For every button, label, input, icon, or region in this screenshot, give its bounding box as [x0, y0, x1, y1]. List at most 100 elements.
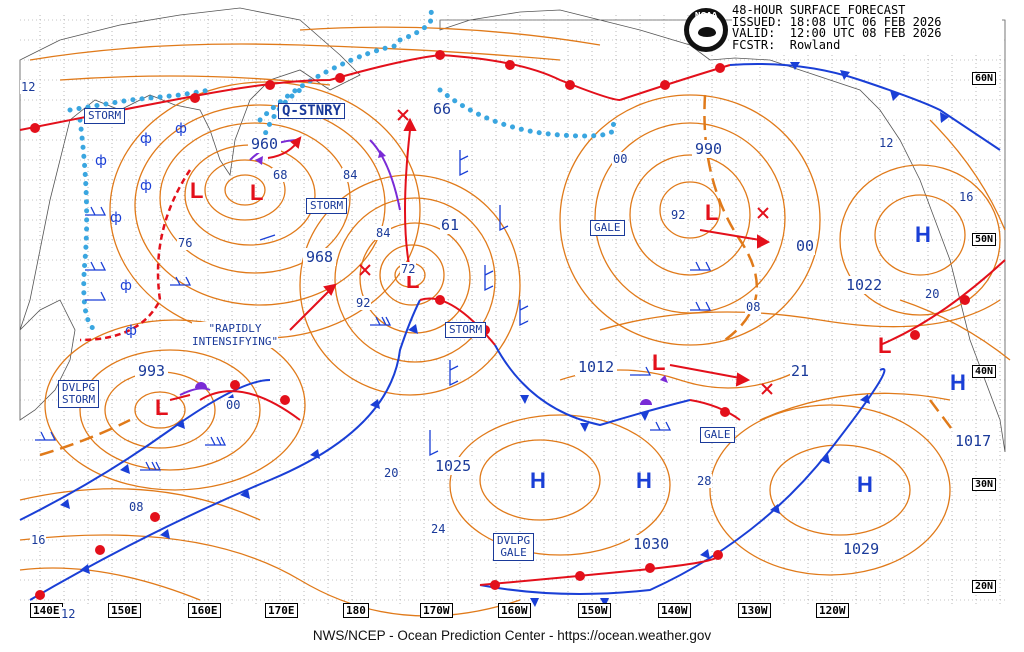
isobar-value: 00	[612, 152, 629, 166]
warning-label: Q-STNRY	[278, 103, 346, 119]
central-pressure: 990	[692, 140, 726, 158]
warm-front	[689, 399, 741, 421]
low-center: L	[190, 178, 204, 203]
forecaster: FCSTR: Rowland	[732, 37, 841, 52]
cold-front	[29, 299, 421, 601]
forecast-position-marks	[359, 109, 773, 395]
central-pressure: 960	[248, 135, 282, 153]
warm-front	[879, 259, 1006, 346]
isobar-value: 21	[790, 362, 811, 380]
warm-front	[479, 554, 721, 586]
longitude-label: 150E	[108, 603, 141, 618]
low-center: L	[705, 200, 719, 225]
longitude-label: 120W	[816, 603, 849, 618]
cold-front	[479, 368, 886, 595]
high-center: H	[636, 468, 652, 493]
warning-label: STORM	[445, 322, 487, 338]
isobar-value: 08	[128, 500, 145, 514]
isobar-value: 12	[20, 80, 37, 94]
product-title: 48-HOUR SURFACE FORECAST	[732, 3, 906, 17]
longitude-label: 150W	[578, 603, 611, 618]
low-center: L	[250, 180, 264, 205]
longitude-label: 160W	[498, 603, 531, 618]
central-pressure: 968	[303, 248, 337, 266]
longitude-label: 130W	[738, 603, 771, 618]
isobar-value: 68	[272, 168, 289, 182]
isobar-value: 66	[432, 100, 453, 118]
trough	[39, 418, 131, 457]
logo-text: NOAA	[694, 11, 718, 19]
low-center: L	[878, 333, 892, 358]
latitude-label: 50N	[972, 233, 997, 246]
freezing-spray-markers: ф ф ф ф ф ф ф	[95, 121, 187, 339]
high-center: H	[530, 468, 546, 493]
cold-front	[729, 63, 1001, 151]
svg-text:ф: ф	[120, 278, 132, 294]
warm-front	[19, 53, 621, 131]
trough	[79, 169, 192, 342]
trough	[929, 399, 961, 441]
high-center: H	[915, 222, 931, 247]
longitude-label: 170W	[420, 603, 453, 618]
svg-text:ф: ф	[175, 121, 187, 137]
isobar-value: 84	[342, 168, 359, 182]
central-pressure: 1030	[630, 535, 673, 553]
central-pressure: 1022	[843, 276, 886, 294]
motion-arrows	[169, 117, 771, 401]
occluded-front	[369, 139, 401, 211]
longitude-label: 140E	[30, 603, 63, 618]
high-center: H	[950, 370, 966, 395]
central-pressure: 1029	[840, 540, 883, 558]
low-center: L	[155, 395, 169, 420]
central-pressure: 1025	[432, 457, 475, 475]
occluded-front	[179, 387, 211, 396]
central-pressure: 1012	[575, 358, 618, 376]
svg-text:ф: ф	[110, 210, 122, 226]
isobar-value: 00	[225, 398, 242, 412]
noaa-logo: NOAA	[684, 8, 728, 52]
svg-text:ф: ф	[125, 323, 137, 339]
isobar-value: 92	[670, 208, 687, 222]
isobar-value: 28	[696, 474, 713, 488]
longitude-label: 170E	[265, 603, 298, 618]
latitude-label: 20N	[972, 580, 997, 593]
isobar-value: 16	[30, 533, 47, 547]
isobar-value: 76	[177, 236, 194, 250]
latitude-label: 40N	[972, 365, 997, 378]
isobar-value: 20	[924, 287, 941, 301]
isobar-value: 72	[400, 262, 417, 276]
isobar-value: 84	[375, 226, 392, 240]
land-masses	[19, 7, 1006, 453]
svg-text:ф: ф	[140, 178, 152, 194]
warning-label: STORM	[84, 108, 126, 124]
warning-label: DVLPG GALE	[493, 533, 535, 561]
wind-barbs	[35, 150, 712, 471]
forecast-header: 48-HOUR SURFACE FORECAST ISSUED: 18:08 U…	[732, 3, 1002, 53]
isobar-value: 12	[60, 607, 77, 621]
valid-time: VALID: 12:00 UTC 08 FEB 2026	[732, 26, 942, 40]
warning-label: DVLPG STORM	[58, 380, 100, 408]
isobar-value: 61	[440, 216, 461, 234]
warning-label: GALE	[590, 220, 625, 236]
isobar-value: 16	[958, 190, 975, 204]
cold-front	[494, 344, 691, 427]
svg-text:ф: ф	[140, 131, 152, 147]
isobar-value: 24	[430, 522, 447, 536]
warning-label: GALE	[700, 427, 735, 443]
isobar-value: 12	[878, 136, 895, 150]
latitude-label: 60N	[972, 72, 997, 85]
high-center: H	[857, 472, 873, 497]
low-center: L	[652, 350, 666, 375]
warning-label: STORM	[306, 198, 348, 214]
latitude-label: 30N	[972, 478, 997, 491]
front-symbols	[30, 50, 970, 607]
isobar-value: 08	[745, 300, 762, 314]
warm-front	[199, 390, 301, 421]
lat-lon-grid	[20, 15, 1005, 605]
svg-text:ф: ф	[95, 153, 107, 169]
central-pressure: 993	[135, 362, 169, 380]
central-pressure: 1017	[952, 432, 995, 450]
isobar-value: 20	[383, 466, 400, 480]
isobar-value: 92	[355, 296, 372, 310]
